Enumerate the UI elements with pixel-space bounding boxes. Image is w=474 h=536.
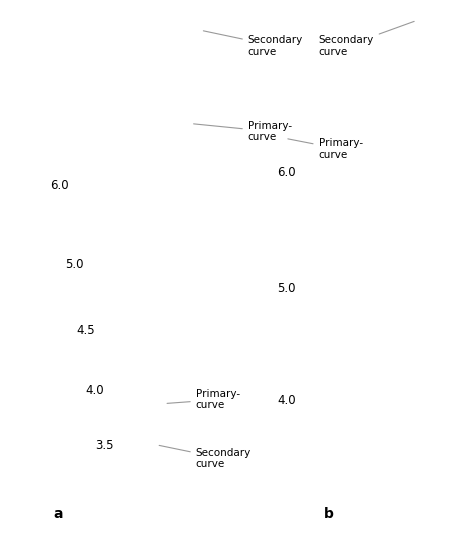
Text: a: a <box>54 508 63 522</box>
Text: Secondary
curve: Secondary curve <box>203 31 303 57</box>
Text: Secondary
curve: Secondary curve <box>319 21 414 57</box>
Text: 3.5: 3.5 <box>96 440 114 452</box>
Text: 4.5: 4.5 <box>76 324 94 337</box>
Text: 6.0: 6.0 <box>277 166 296 179</box>
Text: Primary-
curve: Primary- curve <box>288 138 363 160</box>
Text: 5.0: 5.0 <box>277 282 296 295</box>
Text: 4.0: 4.0 <box>277 394 296 407</box>
Text: 4.0: 4.0 <box>86 384 104 397</box>
Text: 5.0: 5.0 <box>65 258 83 271</box>
Text: Secondary
curve: Secondary curve <box>159 445 251 470</box>
Text: 6.0: 6.0 <box>50 179 69 192</box>
Text: Primary-
curve: Primary- curve <box>167 389 240 411</box>
Text: Primary-
curve: Primary- curve <box>193 121 292 142</box>
Text: b: b <box>323 508 333 522</box>
